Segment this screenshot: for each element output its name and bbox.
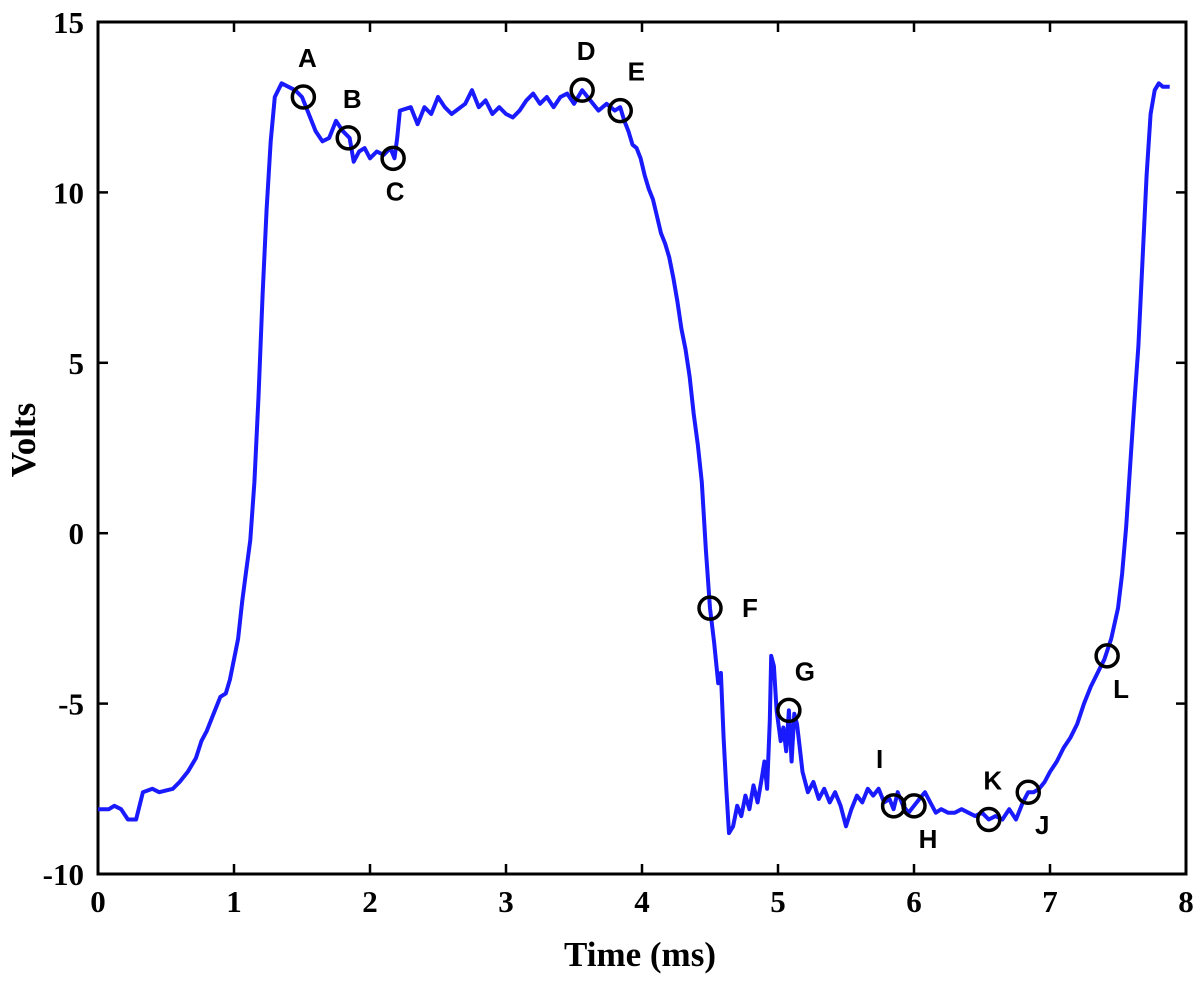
point-marker-k: [976, 806, 1002, 833]
plot-frame: [96, 20, 1188, 876]
point-marker-f: [697, 595, 723, 621]
x-axis-title: Time (ms): [564, 935, 716, 974]
y-tick-label: 15: [53, 5, 84, 40]
point-marker-l: [1094, 643, 1120, 669]
x-tick-label: 3: [498, 884, 514, 919]
point-label-k: K: [983, 765, 1002, 795]
point-label-h: H: [919, 824, 938, 854]
point-marker-b: [335, 125, 361, 151]
point-label-g: G: [795, 656, 815, 686]
voltage-series-line: [98, 81, 1170, 836]
x-tick-label: 1: [226, 884, 242, 919]
x-tick-label: 5: [770, 884, 786, 919]
point-marker-e: [607, 97, 633, 124]
point-marker-c: [380, 145, 406, 172]
x-tick-label: 6: [906, 884, 922, 919]
point-label-f: F: [742, 593, 758, 623]
y-tick-label: -10: [43, 857, 84, 892]
y-axis-title: Volts: [4, 403, 43, 478]
point-label-c: C: [386, 176, 405, 206]
x-tick-label: 0: [90, 884, 106, 919]
x-tick-label: 8: [1178, 884, 1194, 919]
y-tick-label: 0: [69, 516, 85, 551]
y-tick-label: 10: [53, 175, 84, 210]
y-tick-label: -5: [58, 687, 84, 722]
annotations: AB C D E F G I H K J L: [290, 36, 1129, 854]
point-label-l: L: [1113, 674, 1129, 704]
point-marker-g: [776, 697, 802, 724]
axes: 0 1 2 3 4 5 6 7 8 -10 -5 0 5 10 15: [43, 5, 1194, 919]
point-label-e: E: [628, 57, 645, 87]
point-marker-j: [1015, 779, 1041, 805]
point-label-b: B: [343, 84, 362, 114]
y-tick-label: 5: [69, 346, 85, 381]
point-label-a: A: [298, 43, 317, 73]
point-label-d: D: [577, 36, 596, 66]
point-marker-h: [901, 793, 927, 819]
x-tick-label: 7: [1042, 884, 1058, 919]
point-marker-d: [569, 77, 595, 103]
point-label-i: I: [876, 744, 883, 774]
x-tick-label: 2: [362, 884, 378, 919]
point-marker-a: [290, 84, 317, 110]
point-label-j: J: [1035, 810, 1049, 840]
x-tick-label: 4: [634, 884, 650, 919]
series-layer: [98, 81, 1170, 836]
